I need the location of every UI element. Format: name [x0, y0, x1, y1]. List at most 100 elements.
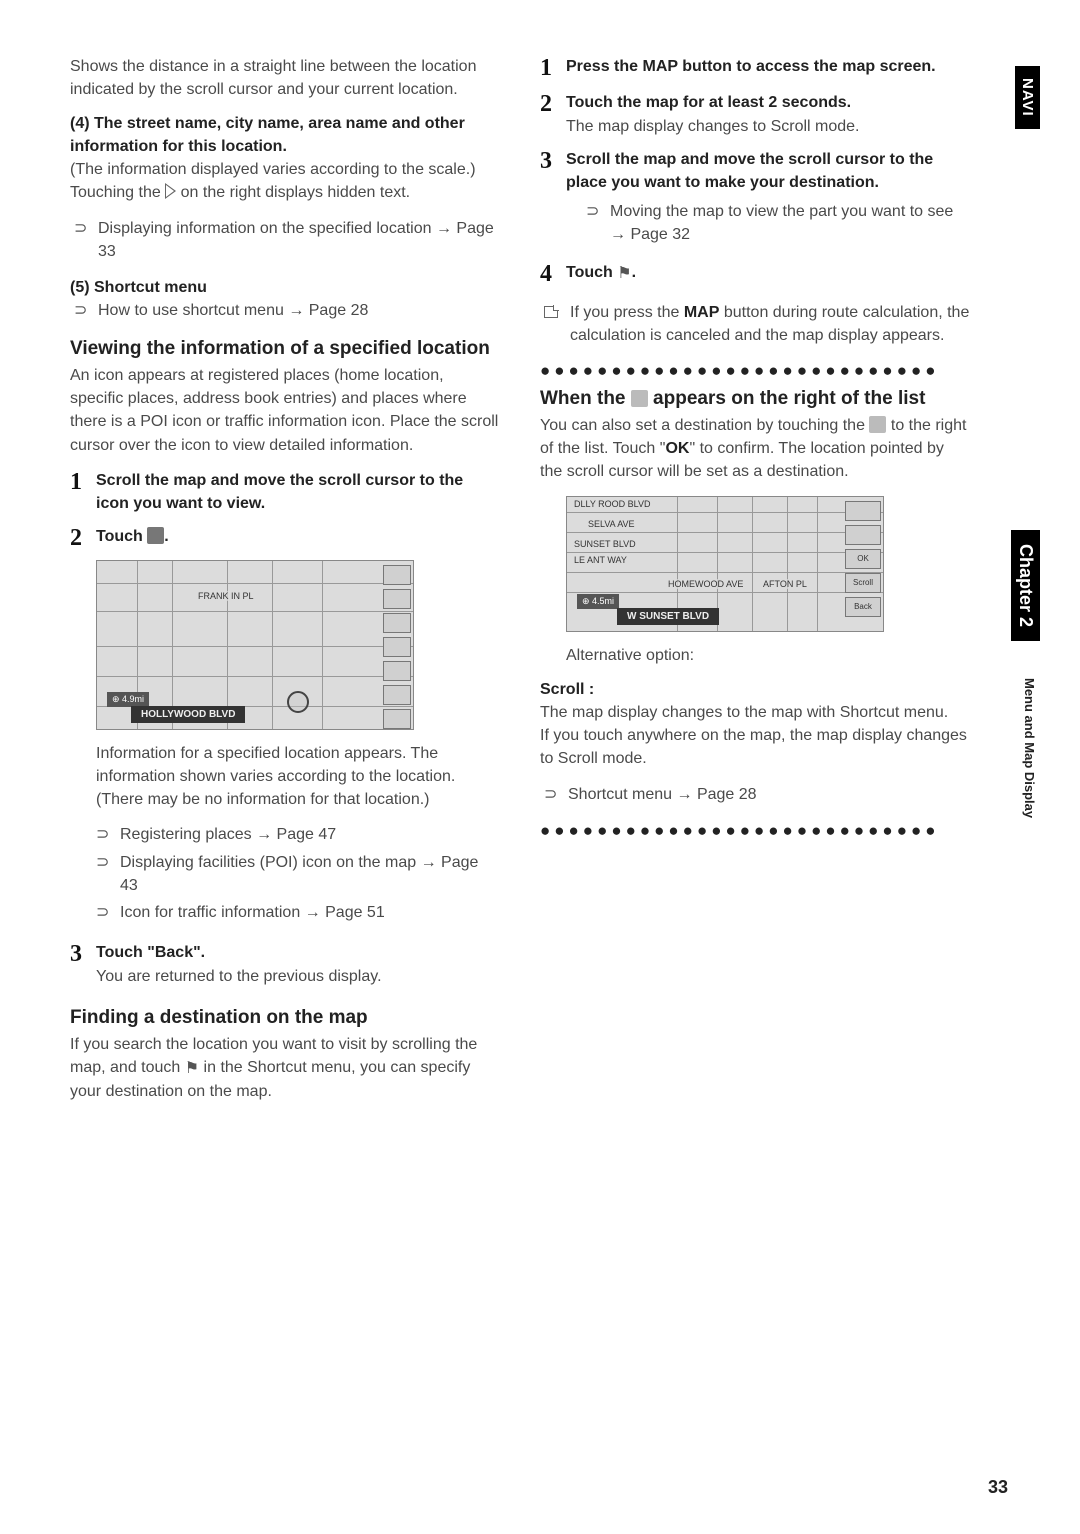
section-viewing-body: An icon appears at registered places (ho… [70, 364, 500, 457]
note-icon [544, 301, 570, 325]
bullet-shortcut: ⊃ Shortcut menu → Page 28 [544, 783, 970, 807]
destination-flag-icon: ⚑ [617, 262, 631, 285]
map-distance-badge: ⊕ 4.5mi [577, 594, 619, 609]
left-step-3: 3 Touch "Back". You are returned to the … [70, 941, 500, 987]
scroll-heading: Scroll : [540, 679, 970, 701]
section-finding-title: Finding a destination on the map [70, 1006, 500, 1031]
bullet-arrow-icon: ⊃ [544, 783, 568, 807]
left-step-1-text: Scroll the map and move the scroll curso… [96, 472, 463, 512]
bullet-step3-text: Moving the map to view the part you want… [610, 200, 970, 246]
bullet-arrow-icon: ⊃ [74, 217, 98, 241]
right-step-4: 4 Touch ⚑. [540, 261, 970, 287]
step-number: 2 [540, 91, 566, 117]
map-side-button[interactable] [383, 637, 411, 657]
right-step-1: 1 Press the MAP button to access the map… [540, 55, 970, 81]
destination-flag-icon: ⚑ [185, 1057, 199, 1080]
bullet-h4-text: Displaying information on the specified … [98, 217, 500, 263]
map-screenshot-2: DLLY ROOD BLVD SELVA AVE SUNSET BLVD LE … [566, 496, 884, 632]
right-step-3-text: Scroll the map and move the scroll curso… [566, 151, 933, 191]
map-screenshot-1: FRANK IN PL ⊕ 4.9mi HOLLYWOOD BLVD [96, 560, 414, 730]
list-icon [631, 390, 648, 407]
note-a: If you press the [570, 304, 684, 321]
map-side-button[interactable] [383, 613, 411, 633]
step-number: 1 [540, 55, 566, 81]
left-column: Shows the distance in a straight line be… [70, 55, 500, 1115]
right-step-2-body: The map display changes to Scroll mode. [566, 118, 859, 135]
map-side-button[interactable] [383, 589, 411, 609]
note-map-word: MAP [684, 304, 720, 321]
step-number: 3 [70, 941, 96, 967]
list-icon [869, 416, 886, 433]
map-side-button[interactable] [383, 661, 411, 681]
map-street-label: SELVA AVE [587, 519, 636, 529]
h4-body-1: (The information displayed varies accord… [70, 158, 500, 181]
bullet-arrow-icon: ⊃ [96, 901, 120, 925]
page-number: 33 [988, 1477, 1008, 1498]
bullet-poi: ⊃ Displaying facilities (POI) icon on th… [96, 851, 500, 897]
step-number: 3 [540, 148, 566, 174]
right-step-2: 2 Touch the map for at least 2 seconds. … [540, 91, 970, 137]
map-street-label: DLLY ROOD BLVD [573, 499, 652, 509]
map-street-label: LE ANT WAY [573, 555, 628, 565]
map-street-banner: HOLLYWOOD BLVD [131, 706, 245, 723]
map-distance-badge: ⊕ 4.9mi [107, 692, 149, 707]
map-cursor-icon [287, 691, 309, 713]
bullet-shortcut-text: Shortcut menu → Page 28 [568, 783, 757, 806]
bullet-reg: ⊃ Registering places → Page 47 [96, 823, 500, 847]
bullet-arrow-icon: ⊃ [74, 299, 98, 323]
bullet-step3: ⊃ Moving the map to view the part you wa… [586, 200, 970, 246]
sec3-title-b: appears on the right of the list [648, 388, 926, 409]
left-step-2-text: Touch [96, 528, 147, 545]
step-number: 4 [540, 261, 566, 287]
bullet-reg-text: Registering places → Page 47 [120, 823, 336, 846]
bullet-arrow-icon: ⊃ [96, 851, 120, 875]
bullet-traffic: ⊃ Icon for traffic information → Page 51 [96, 901, 500, 925]
map-back-button[interactable]: Back [845, 597, 881, 617]
map-scroll-button[interactable]: Scroll [845, 573, 881, 593]
left-step-1: 1 Scroll the map and move the scroll cur… [70, 469, 500, 515]
map-side-button[interactable] [383, 565, 411, 585]
right-step-1-text: Press the MAP button to access the map s… [566, 58, 936, 75]
map-side-button[interactable] [383, 685, 411, 705]
right-step-4-text: Touch [566, 264, 617, 281]
bullet-poi-text: Displaying facilities (POI) icon on the … [120, 851, 500, 897]
divider-dots: ●●●●●●●●●●●●●●●●●●●●●●●●●●●● [540, 821, 970, 841]
map-side-button[interactable] [845, 525, 881, 545]
map-street-banner: W SUNSET BLVD [617, 608, 719, 625]
h4-body-2a: Touching the [70, 184, 165, 201]
h4-body-2b: on the right displays hidden text. [176, 184, 410, 201]
section-when-title: When the appears on the right of the lis… [540, 387, 970, 412]
note-map-button: If you press the MAP button during route… [544, 301, 970, 347]
triangle-right-icon [165, 183, 176, 199]
note-text: If you press the MAP button during route… [570, 301, 970, 347]
map-distance-value: 4.5mi [592, 596, 614, 606]
section-when-body: You can also set a destination by touchi… [540, 414, 970, 484]
step-number: 2 [70, 525, 96, 551]
map-street-label: HOMEWOOD AVE [667, 579, 744, 589]
bullet-arrow-icon: ⊃ [586, 200, 610, 224]
map-distance-value: 4.9mi [122, 694, 144, 704]
section-finding-body: If you search the location you want to v… [70, 1033, 500, 1104]
map-street-label: FRANK IN PL [197, 591, 255, 601]
section-viewing-title: Viewing the information of a specified l… [70, 337, 500, 362]
ok-word: OK [665, 440, 689, 457]
map-side-button[interactable] [383, 709, 411, 729]
map-street-label: SUNSET BLVD [573, 539, 637, 549]
heading-4: (4) The street name, city name, area nam… [70, 113, 500, 158]
alternative-label: Alternative option: [566, 644, 970, 667]
map-side-button[interactable] [845, 501, 881, 521]
scroll-body-2: If you touch anywhere on the map, the ma… [540, 724, 970, 770]
bullet-traffic-text: Icon for traffic information → Page 51 [120, 901, 385, 924]
right-step-3: 3 Scroll the map and move the scroll cur… [540, 148, 970, 194]
heading-5: (5) Shortcut menu [70, 277, 500, 299]
bullet-h5-text: How to use shortcut menu → Page 28 [98, 299, 368, 322]
side-tab-navi: NAVI [1015, 66, 1040, 129]
map-ok-button[interactable]: OK [845, 549, 881, 569]
scroll-body-1: The map display changes to the map with … [540, 701, 970, 724]
right-column: 1 Press the MAP button to access the map… [540, 55, 970, 1115]
left-step-3-body: You are returned to the previous display… [96, 968, 382, 985]
bullet-h5: ⊃ How to use shortcut menu → Page 28 [74, 299, 500, 323]
left-step-2: 2 Touch . [70, 525, 500, 551]
info-icon [147, 527, 164, 544]
left-step-3-text: Touch "Back". [96, 944, 205, 961]
